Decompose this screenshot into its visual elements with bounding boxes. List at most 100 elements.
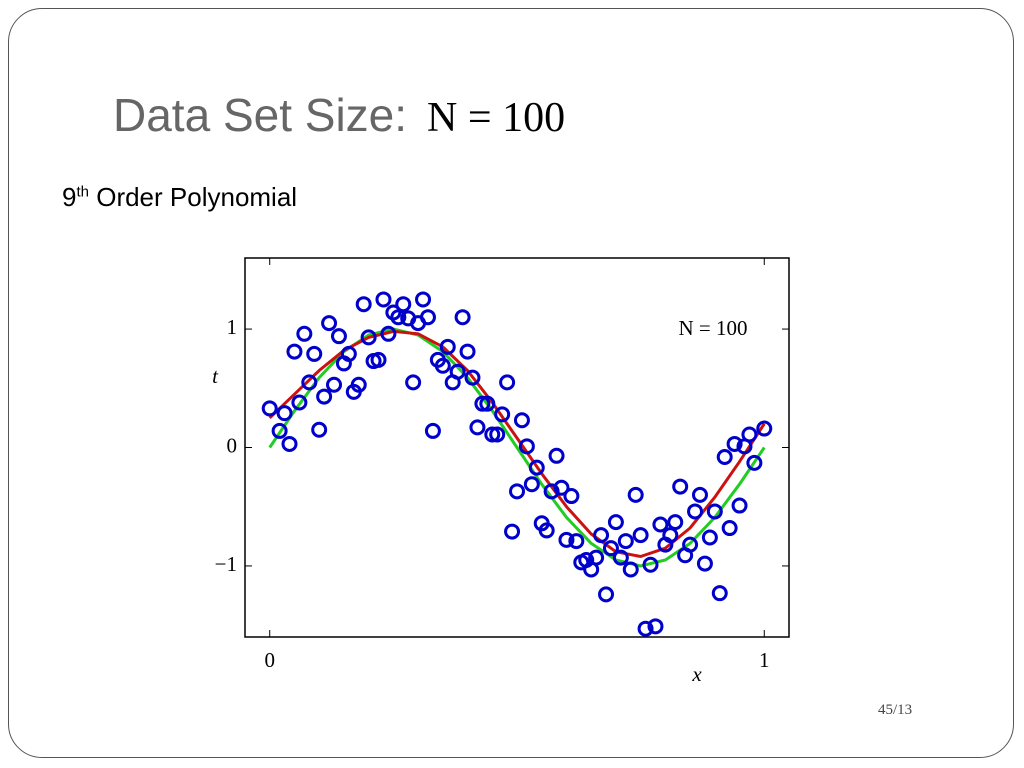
data-point bbox=[489, 426, 506, 443]
data-point bbox=[360, 329, 377, 346]
data-point bbox=[464, 369, 481, 386]
subtitle-sup: th bbox=[76, 183, 89, 201]
data-point bbox=[330, 328, 347, 345]
data-point bbox=[731, 497, 748, 514]
data-point bbox=[380, 325, 397, 342]
data-point bbox=[469, 419, 486, 436]
data-point bbox=[434, 357, 451, 374]
data-point bbox=[504, 523, 521, 540]
data-point bbox=[716, 448, 733, 465]
data-point bbox=[405, 374, 422, 391]
data-point bbox=[494, 406, 511, 423]
data-point bbox=[617, 533, 634, 550]
data-point bbox=[741, 426, 758, 443]
data-point bbox=[602, 540, 619, 557]
data-point bbox=[390, 309, 407, 326]
data-point bbox=[711, 585, 728, 602]
subtitle-text: Order Polynomial bbox=[96, 182, 298, 212]
data-point bbox=[746, 454, 763, 471]
x-tick-label: 0 bbox=[264, 648, 275, 672]
data-point bbox=[632, 527, 649, 544]
data-point bbox=[513, 412, 530, 429]
data-point bbox=[667, 514, 684, 531]
data-point bbox=[415, 291, 432, 308]
data-point bbox=[286, 343, 303, 360]
y-tick-label: −1 bbox=[215, 552, 237, 576]
data-point bbox=[261, 400, 278, 417]
data-point bbox=[721, 520, 738, 537]
data-point bbox=[276, 405, 293, 422]
title-text: Data Set Size: bbox=[113, 89, 408, 141]
data-point bbox=[523, 476, 540, 493]
data-point bbox=[499, 374, 516, 391]
y-tick-label: 0 bbox=[227, 433, 238, 457]
annotation: N = 100 bbox=[678, 316, 747, 340]
x-axis-label: x bbox=[691, 662, 702, 686]
data-point bbox=[419, 309, 436, 326]
data-point bbox=[424, 422, 441, 439]
data-point bbox=[726, 435, 743, 452]
data-point bbox=[558, 531, 575, 548]
data-point bbox=[340, 345, 357, 362]
title-math: N = 100 bbox=[427, 95, 566, 141]
data-point bbox=[543, 483, 560, 500]
data-point bbox=[306, 345, 323, 362]
data-point bbox=[281, 435, 298, 452]
y-axis-label: t bbox=[212, 364, 219, 388]
data-point bbox=[548, 447, 565, 464]
data-point bbox=[479, 395, 496, 412]
subtitle-number: 9 bbox=[62, 182, 77, 212]
data-point bbox=[622, 561, 639, 578]
data-point bbox=[652, 516, 669, 533]
data-point bbox=[756, 420, 773, 437]
data-point bbox=[568, 533, 585, 550]
data-point bbox=[682, 536, 699, 553]
data-point bbox=[696, 555, 713, 572]
data-point bbox=[706, 503, 723, 520]
data-point bbox=[439, 338, 456, 355]
data-point bbox=[553, 479, 570, 496]
data-point bbox=[350, 376, 367, 393]
curve bbox=[268, 329, 766, 559]
data-point bbox=[291, 394, 308, 411]
data-point bbox=[395, 296, 412, 313]
data-point bbox=[449, 363, 466, 380]
data-point bbox=[593, 527, 610, 544]
subtitle: 9th Order Polynomial bbox=[62, 182, 297, 213]
data-point bbox=[311, 421, 328, 438]
data-point bbox=[563, 488, 580, 505]
data-point bbox=[459, 343, 476, 360]
data-point bbox=[647, 618, 664, 635]
data-point bbox=[454, 309, 471, 326]
data-point bbox=[607, 514, 624, 531]
data-point bbox=[538, 522, 555, 539]
data-point bbox=[627, 486, 644, 503]
data-point bbox=[316, 388, 333, 405]
data-point bbox=[612, 549, 629, 566]
x-tick-label: 1 bbox=[759, 648, 770, 672]
data-point bbox=[271, 422, 288, 439]
data-point bbox=[598, 586, 615, 603]
data-point bbox=[375, 291, 392, 308]
data-point bbox=[672, 478, 689, 495]
slide bbox=[8, 8, 1014, 758]
y-tick-label: 1 bbox=[227, 315, 238, 339]
slide-title: Data Set Size: N = 100 bbox=[113, 88, 565, 142]
data-point bbox=[326, 376, 343, 393]
data-point bbox=[474, 395, 491, 412]
data-point bbox=[484, 426, 501, 443]
page-number: 45/13 bbox=[878, 702, 913, 718]
data-point bbox=[321, 315, 338, 332]
data-point bbox=[691, 486, 708, 503]
data-point bbox=[518, 438, 535, 455]
data-point bbox=[301, 374, 318, 391]
data-point bbox=[588, 549, 605, 566]
data-point bbox=[370, 351, 387, 368]
data-point bbox=[687, 503, 704, 520]
data-point bbox=[355, 296, 372, 313]
data-point bbox=[509, 483, 525, 500]
data-point bbox=[528, 459, 545, 476]
data-point bbox=[637, 620, 654, 637]
data-point bbox=[296, 325, 313, 342]
